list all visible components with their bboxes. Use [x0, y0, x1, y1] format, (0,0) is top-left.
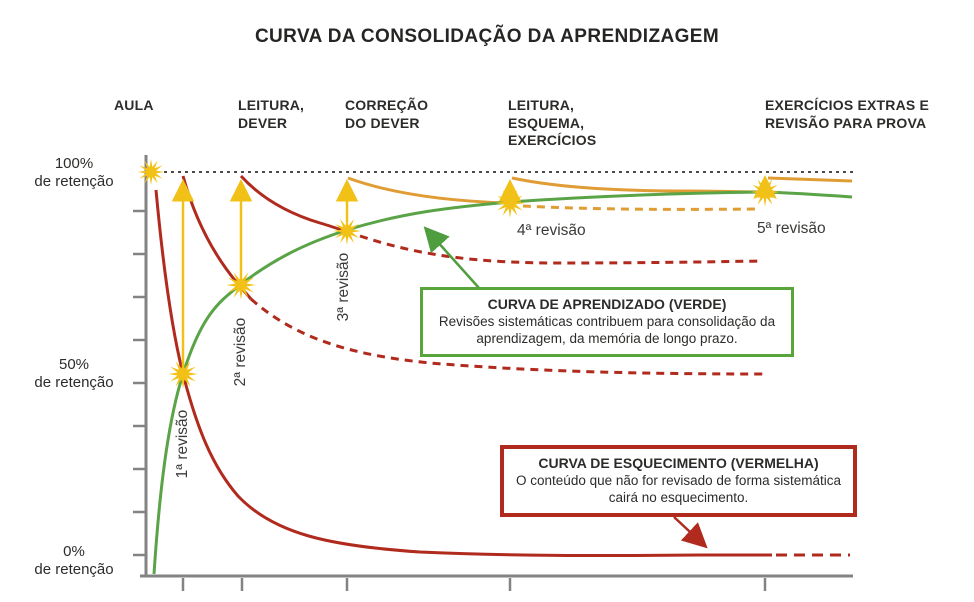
y-label-0: 0% de retenção	[34, 543, 114, 578]
star-icon-aula	[137, 158, 165, 186]
revision-label-4: 4ª revisão	[517, 222, 586, 239]
star-icon-revision-5	[750, 177, 780, 207]
star-icon-revision-1	[168, 359, 198, 389]
forgetting-curve-after-2nd-revision	[239, 174, 763, 265]
forgetting-curve-after-4th-revision	[511, 176, 763, 194]
y-axis-ticks	[133, 209, 146, 557]
stage-label-leitura-dever: LEITURA, DEVER	[238, 97, 305, 131]
forgetting-box-body: O conteúdo que não for revisado de forma…	[516, 473, 841, 505]
star-icon-revision-4	[495, 188, 525, 218]
learning-box-body: Revisões sistemáticas contribuem para co…	[438, 314, 776, 346]
forgetting-box-pointer-arrow	[673, 516, 708, 549]
learning-box-title: CURVA DE APRENDIZADO (VERDE)	[487, 296, 727, 312]
revision-label-5: 5ª revisão	[757, 220, 826, 237]
x-axis	[140, 574, 853, 591]
learning-curve-legend-box: CURVA DE APRENDIZADO (VERDE) Revisões si…	[420, 287, 794, 357]
forgetting-dashed-after-2nd	[359, 234, 763, 265]
forgetting-dashed-after-3rd	[522, 204, 758, 211]
x-axis-ticks	[181, 578, 767, 591]
revision-label-3: 3ª revisão	[335, 252, 352, 322]
forgetting-curve-after-5th-revision	[767, 176, 853, 183]
forgetting-curve-legend-box: CURVA DE ESQUECIMENTO (VERMELHA) O conte…	[500, 445, 857, 517]
stage-label-correcao-do-dever: CORREÇÃO DO DEVER	[345, 97, 429, 131]
y-axis	[133, 155, 148, 577]
stage-label-exercicios-extras: EXERCÍCIOS EXTRAS E REVISÃO PARA PROVA	[765, 97, 930, 131]
y-label-100: 100% de retenção	[34, 155, 114, 190]
page-title: CURVA DA CONSOLIDAÇÃO DA APRENDIZAGEM	[254, 26, 720, 47]
stage-label-leitura-esquema: LEITURA, ESQUEMA, EXERCÍCIOS	[508, 97, 597, 148]
y-label-50: 50% de retenção	[34, 356, 114, 391]
forgetting-dashed-after-1st	[250, 297, 769, 376]
stage-label-aula: AULA	[114, 97, 154, 113]
forgetting-box-title: CURVA DE ESQUECIMENTO (VERMELHA)	[538, 455, 819, 471]
learning-box-pointer-arrow	[423, 226, 480, 289]
forgetting-curve-initial	[154, 189, 850, 558]
revision-label-2: 2ª revisão	[232, 317, 249, 387]
revision-label-1: 1ª revisão	[174, 409, 191, 479]
forgetting-curve-after-3rd-revision	[347, 176, 758, 211]
